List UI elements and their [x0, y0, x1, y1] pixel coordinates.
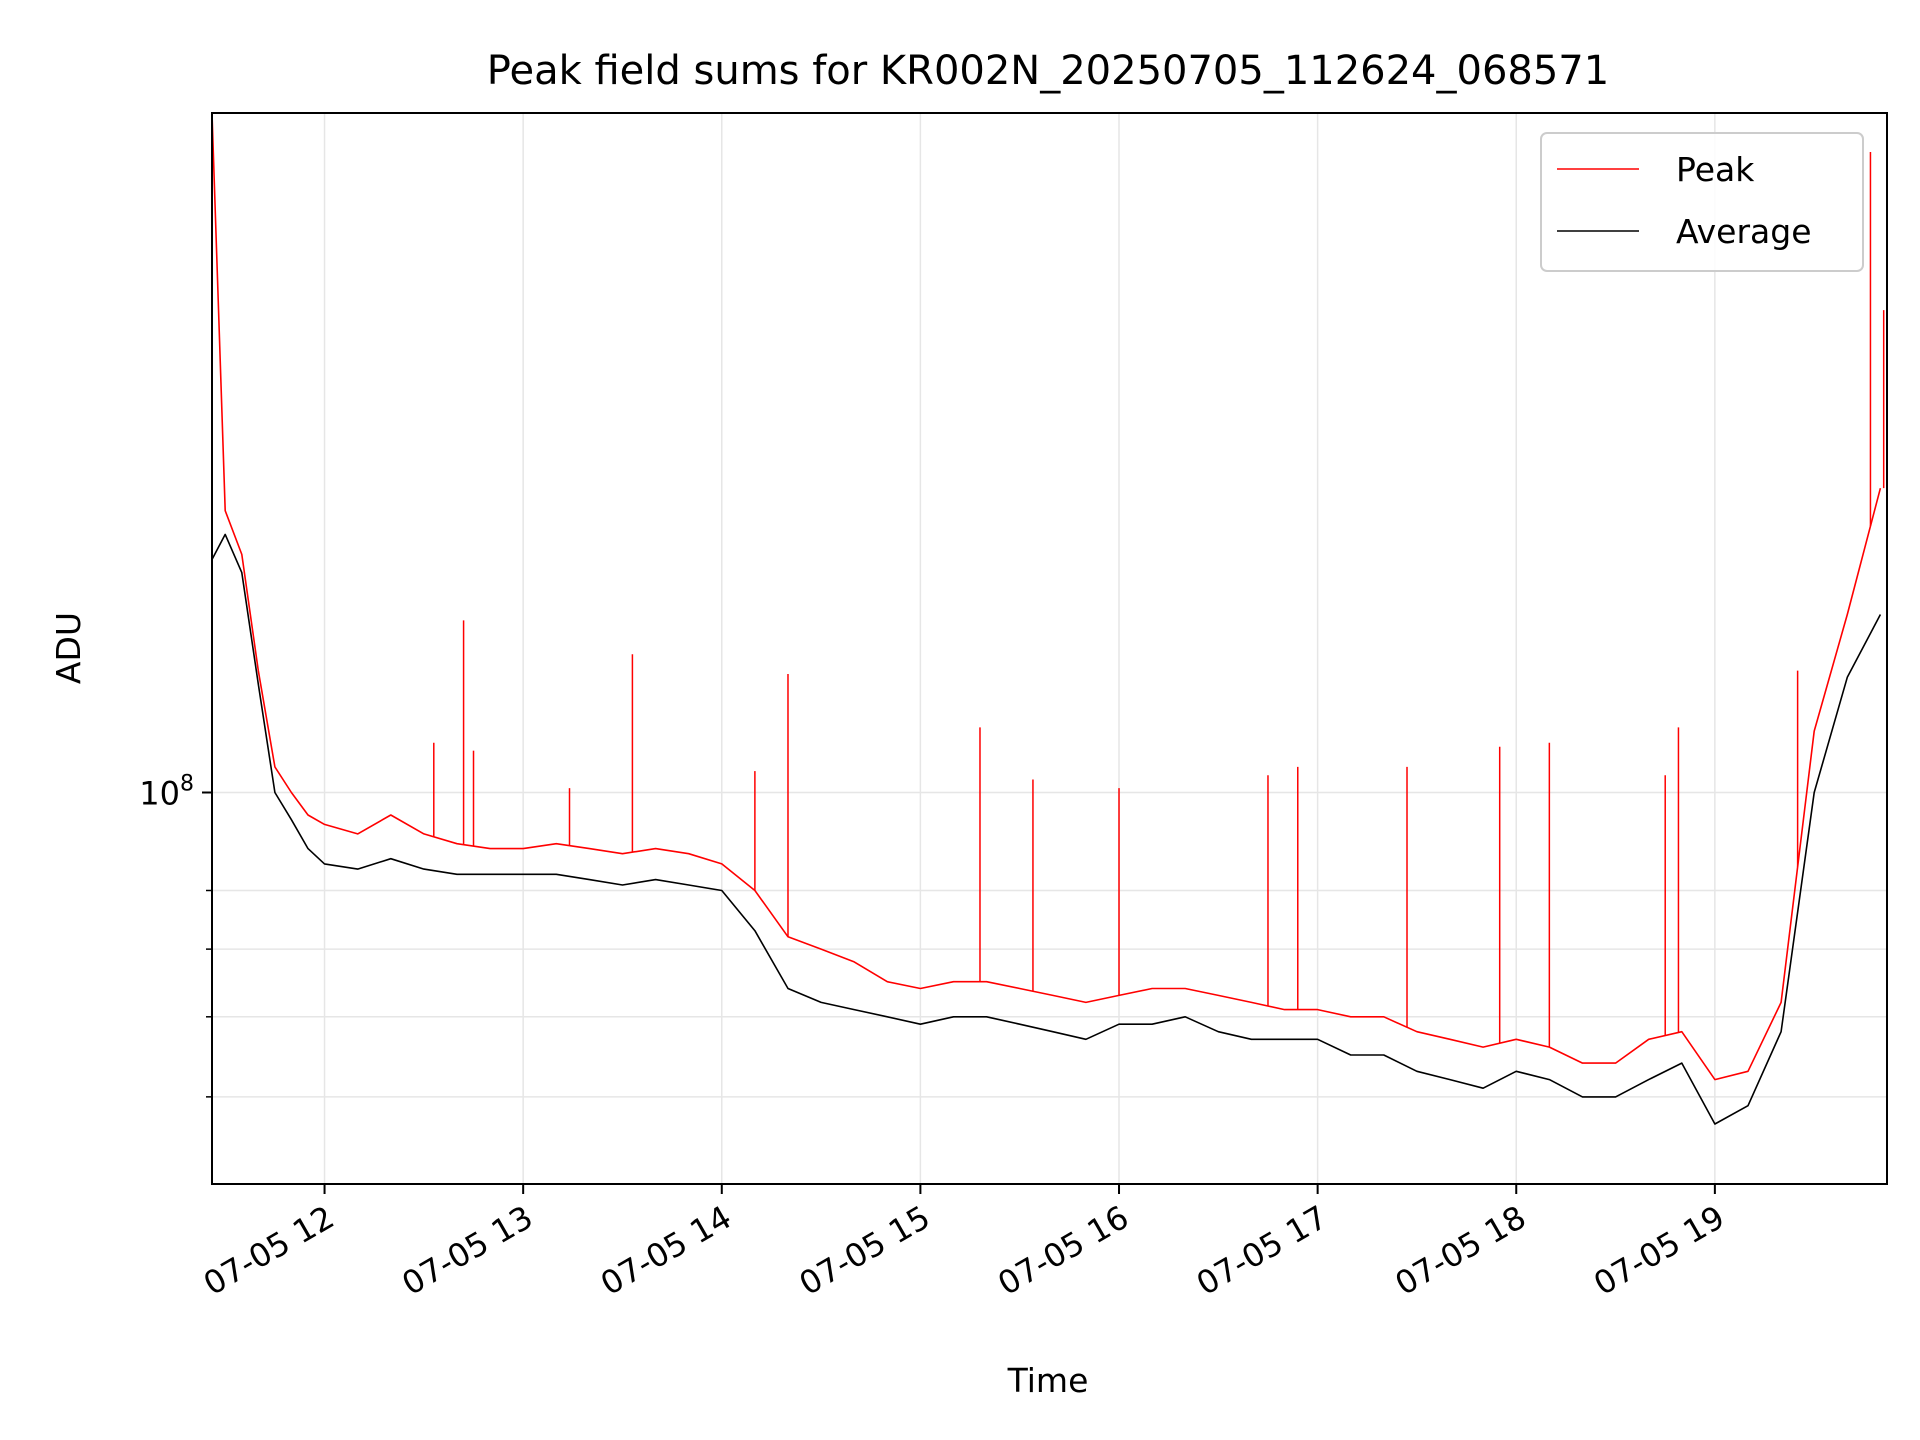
series-line-average [211, 533, 1882, 1125]
y-axis-label: ADU [49, 612, 88, 684]
legend-peak-label: Peak [1676, 150, 1755, 189]
y-tick-label: 108 [139, 772, 194, 813]
legend-box [1540, 132, 1864, 272]
legend-average-label: Average [1676, 212, 1812, 251]
chart-title: Peak field sums for KR002N_20250705_1126… [487, 48, 1609, 94]
plot-frame [211, 112, 1888, 1185]
y-axis: 108 [139, 772, 212, 1098]
x-axis-label: Time [1007, 1361, 1089, 1400]
legend: Peak Average [1540, 132, 1864, 272]
series-line-peak [211, 112, 1882, 1081]
plot-area [211, 112, 1885, 1125]
